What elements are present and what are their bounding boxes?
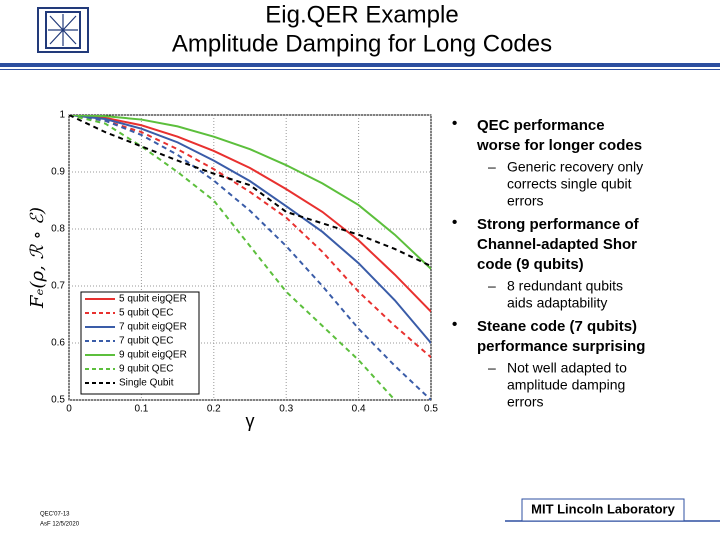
legend-box [80,291,200,395]
sub-dash: – [488,360,496,376]
x-tick-label: 0.5 [424,404,438,415]
y-tick-label: 0.6 [51,338,65,349]
bullet-line: code (9 qubits) [477,256,584,273]
bullet-dot: • [452,115,457,132]
footer-id: QEC'07-13 [40,512,70,518]
x-tick-label: 0.2 [207,404,221,415]
legend-label: 5 qubit eigQER [119,294,187,305]
x-tick-label: 0 [66,404,72,415]
y-tick-label: 0.8 [51,224,65,235]
footer-date: AsF 12/5/2020 [40,522,80,528]
legend-label: 5 qubit QEC [119,308,173,319]
bullet-dot: • [452,316,457,333]
sub-line: Generic recovery only [507,159,643,175]
x-axis-label: γ [246,411,255,431]
sub-line: aids adaptability [507,295,607,311]
chart: 0.5 0.6 0.7 0.8 0.9 1 0 0.1 0.2 0.3 0.4 0.5 γ Fₑ(ρ, ℛ… [27,110,438,431]
y-axis-label: Fₑ(ρ, ℛ ∘ ℰ) [27,207,48,309]
legend-label: 7 qubit QEC [119,336,173,347]
bullet-dot: • [452,214,457,231]
legend-label: 9 qubit QEC [119,364,173,375]
bullet-line: Channel-adapted Shor [477,236,637,253]
x-tick-label: 0.4 [352,404,366,415]
sub-dash: – [488,159,496,175]
sub-line: 8 redundant qubits [507,278,623,294]
legend-label: 7 qubit eigQER [119,322,187,333]
series-line [69,115,431,359]
legend-label: 9 qubit eigQER [119,350,187,361]
footer-lab: MIT Lincoln Laboratory [531,501,675,516]
sub-line: amplitude damping [507,377,625,393]
series-line [69,115,396,400]
bullet-line: QEC performance [477,117,605,134]
title-rule-thin [0,69,720,70]
y-tick-label: 0.7 [51,281,65,292]
series-line [69,115,431,344]
x-tick-label: 0.3 [279,404,293,415]
sub-dash: – [488,278,496,294]
series-line [69,115,431,400]
bullet-line: Steane code (7 qubits) [477,318,637,335]
series-line [69,115,431,267]
x-tick-label: 0.1 [134,404,148,415]
bullet-line: performance surprising [477,338,645,355]
bullet-line: worse for longer codes [476,137,642,154]
title-rule [0,63,720,67]
sub-line: errors [507,193,544,209]
y-tick-label: 0.5 [51,395,65,406]
bullet-line: Strong performance of [477,216,640,233]
series-line [69,115,431,313]
footer-box [521,498,685,522]
series-line [69,115,431,270]
sub-line: errors [507,394,544,410]
sub-line: Not well adapted to [507,360,627,376]
legend-label: Single Qubit [119,378,174,389]
slide-title: Eig.QER Example [265,1,458,28]
logo [37,7,89,53]
y-tick-label: 0.9 [51,167,65,178]
y-tick-label: 1 [59,110,65,121]
slide-subtitle: Amplitude Damping for Long Codes [172,30,552,57]
sub-line: corrects single qubit [507,176,632,192]
